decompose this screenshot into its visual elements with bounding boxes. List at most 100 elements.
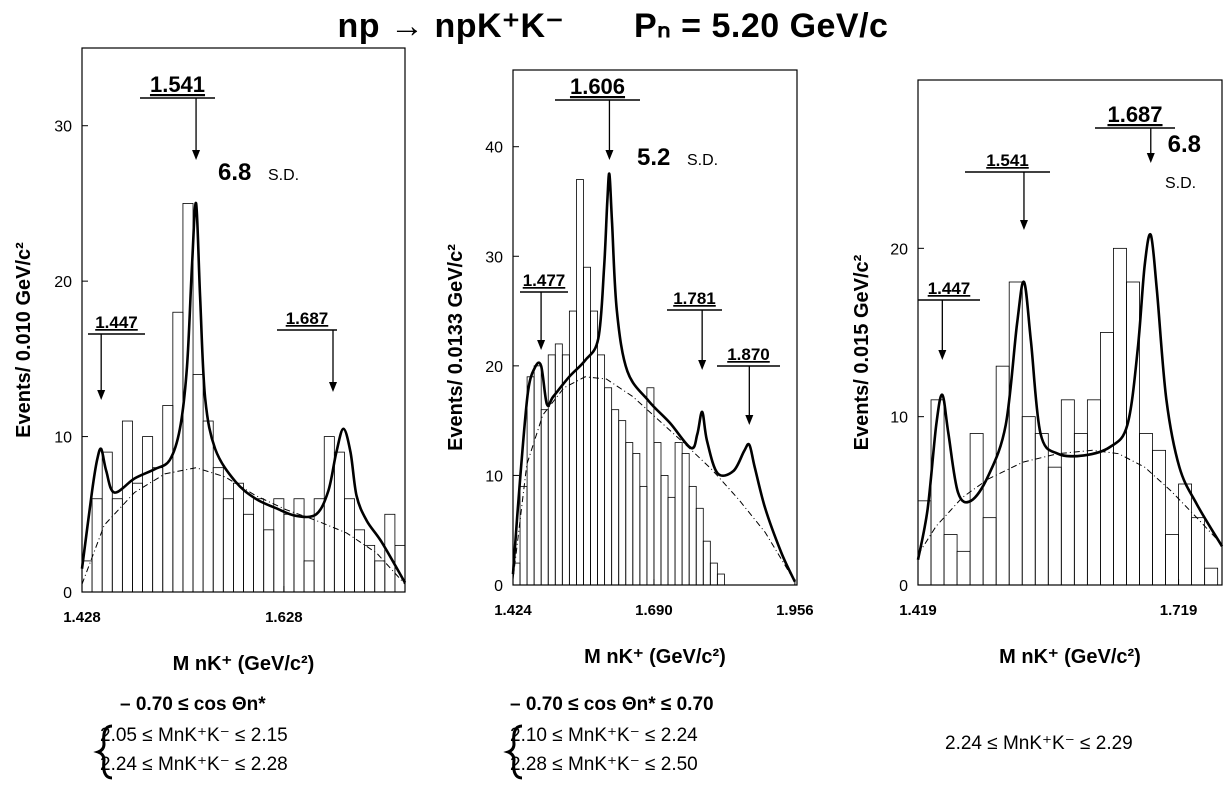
y-tick-label: 10 [890,410,908,427]
histogram-bin [1100,332,1114,586]
histogram-bin [982,517,997,586]
histogram-bin [519,485,528,586]
peak-label: 1.477 [523,271,566,290]
histogram-bin [554,343,563,586]
histogram-bin [364,544,376,593]
histogram-bin [1021,416,1036,586]
y-tick-label: 30 [485,249,503,266]
histogram-bin [1152,449,1166,586]
histogram-bin [646,387,655,586]
histogram-bin [323,436,335,593]
histogram-bin [660,475,669,586]
x-tick-label: 1.719 [1160,602,1198,619]
y-tick-label: 0 [494,578,503,595]
histogram-bin [152,467,164,593]
histogram-bin [1060,399,1075,586]
histogram-bin [222,498,234,593]
histogram-bin [394,544,406,593]
histogram-bin [212,467,224,593]
x-tick-label: 1.424 [494,602,532,619]
histogram-bin [1191,517,1206,586]
histogram-bin [192,373,204,593]
histogram-bin [1139,433,1153,586]
x-tick-label: 1.690 [635,602,673,619]
histogram-bin [526,376,535,586]
histogram-bin [142,436,154,593]
fit-curve [511,172,797,583]
y-tick-label: 20 [54,274,72,291]
significance-unit: S.D. [1165,175,1196,192]
histogram-bin [674,442,683,586]
histogram-bin [995,365,1010,586]
y-tick-label: 40 [485,140,503,157]
significance-unit: S.D. [687,152,718,169]
histogram-bin [132,482,143,593]
peak-label: 1.541 [986,151,1029,170]
histogram-bin [384,513,396,593]
histogram-bin [709,562,718,586]
histogram-bin [1126,281,1140,586]
significance-value: 6.8 [1168,131,1201,158]
y-tick-label: 20 [485,359,503,376]
histogram-bin [374,560,386,593]
y-tick-label: 20 [890,241,908,258]
y-tick-label: 10 [54,430,72,447]
y-axis-label: Events/ 0.010 GeV/c² [13,242,35,438]
peak-arrow-head [698,360,707,370]
peak-label: 1.606 [570,74,625,99]
histogram-bin [561,354,570,586]
histogram-bin [1204,567,1219,586]
x-tick-label: 1.428 [63,609,101,626]
cut-line-2: 2.10 ≤ MnK⁺K⁻ ≤ 2.24 [510,725,698,746]
histogram-bin [293,498,305,593]
chart-panel-2: 0 10 20 30 40 1.424 1.690 1.956 1.477 1.606 1.781 1… [445,69,814,668]
peak-arrow-head [192,150,201,160]
momentum-label: Pₙ = 5.20 GeV/c [633,7,889,45]
histogram-bin [233,482,244,593]
histogram-bin [540,409,549,586]
cut-line-3: 2.24 ≤ MnK⁺K⁻ ≤ 2.28 [100,754,288,775]
x-axis-label: M nK⁺ (GeV/c²) [999,646,1141,668]
histogram-bin [111,498,123,593]
x-axis-label: M nK⁺ (GeV/c²) [584,646,726,668]
y-tick-label: 10 [485,468,503,485]
y-tick-label: 30 [54,119,72,136]
histogram-bin [917,500,932,586]
significance-value: 5.2 [637,144,670,171]
histogram-bin [688,485,697,586]
peak-label: 1.541 [150,72,205,97]
peak-label: 1.687 [286,309,329,328]
histogram-bin [667,496,676,586]
histogram-bin [583,266,591,586]
histogram-bin [618,420,627,586]
cut-line-2: 2.05 ≤ MnK⁺K⁻ ≤ 2.15 [100,725,288,746]
histogram-bin [956,550,971,586]
cuts-panel-2: – 0.70 ≤ cos Θn* ≤ 0.70 2.10 ≤ MnK⁺K⁻ ≤ … [510,694,714,776]
cuts-panel-1: – 0.70 ≤ cos Θn* 2.05 ≤ MnK⁺K⁻ ≤ 2.15 2.… [100,694,288,776]
histogram-bin [716,573,725,586]
histogram-bin [1034,433,1049,586]
histogram-bin [576,179,584,586]
y-tick-label: 0 [899,578,908,595]
histogram-bin [1165,534,1179,586]
histogram-bin [283,513,295,593]
histogram-bin [303,560,315,593]
histogram-bin [533,365,542,586]
brace-icon [93,724,113,780]
histogram-bin [273,498,285,593]
histogram-bin [162,405,174,593]
peak-arrow-head [745,415,754,425]
histogram-bin [632,453,641,586]
histogram-bin [263,529,275,593]
histogram-bin [121,420,133,593]
x-tick-label: 1.956 [776,602,814,619]
fit-curve [916,232,1224,560]
cut-line-1: – 0.70 ≤ cos Θn* [120,694,266,715]
peak-arrow-head [1019,220,1028,230]
histogram-bin [333,451,345,593]
histogram-bin [625,442,634,586]
histogram-bin [702,540,711,586]
histogram-bin [930,399,945,586]
